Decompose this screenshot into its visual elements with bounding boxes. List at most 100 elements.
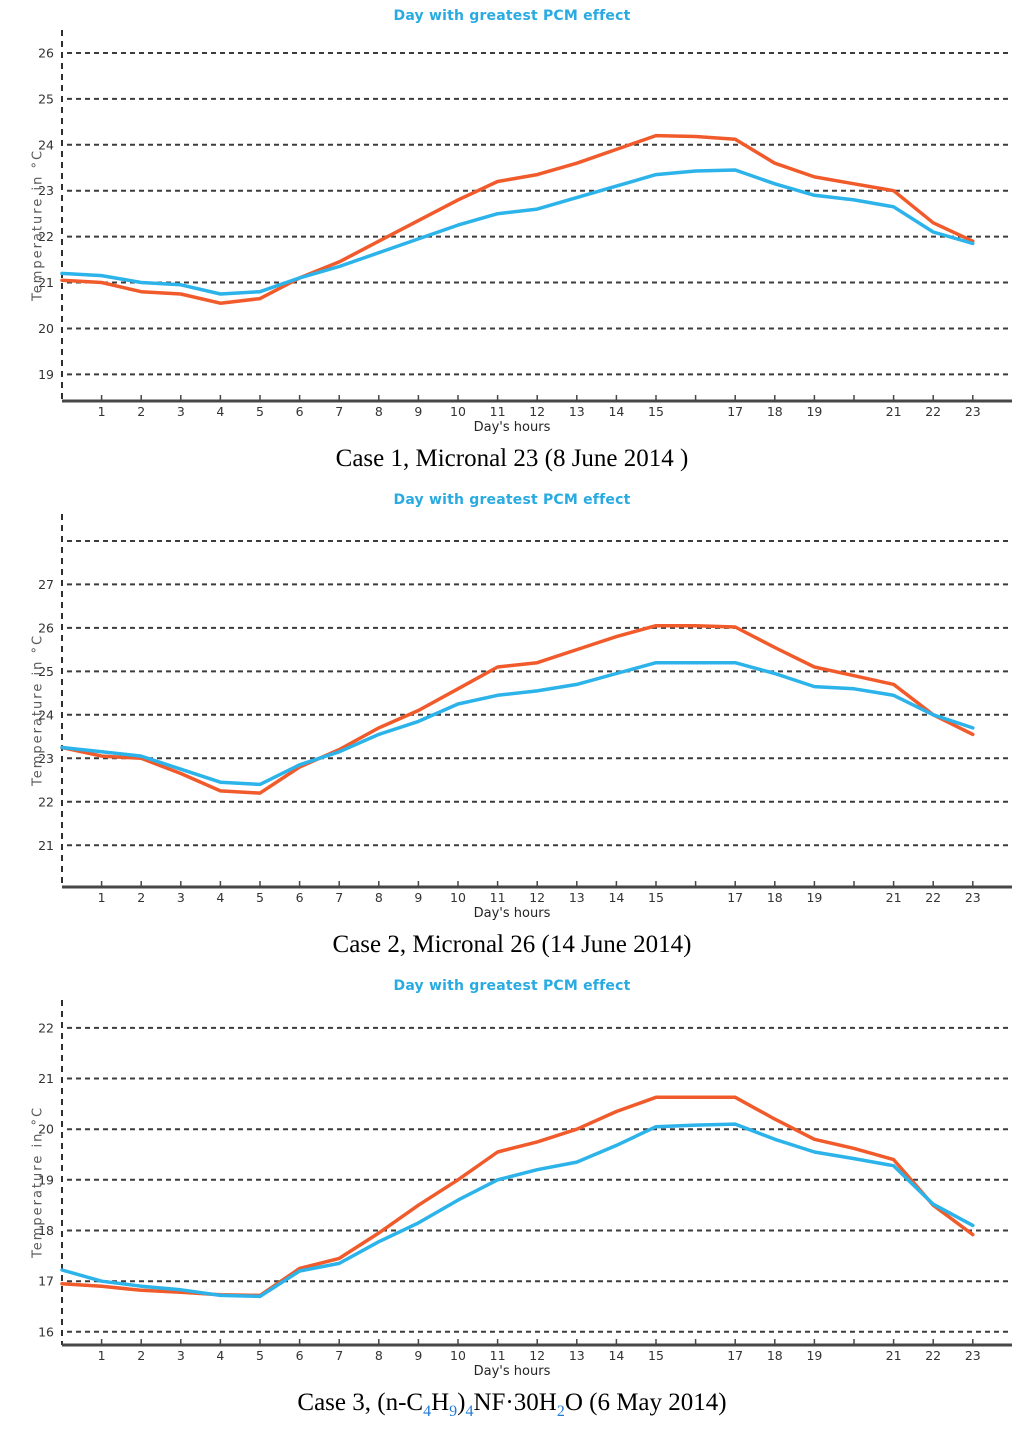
x-tick-label: 9	[414, 1348, 422, 1363]
x-tick-label: 19	[806, 1348, 822, 1363]
x-tick-label: 2	[137, 890, 145, 905]
x-tick-label: 7	[335, 1348, 343, 1363]
x-tick-label: 17	[727, 1348, 743, 1363]
y-tick-label: 24	[38, 707, 54, 722]
x-tick-label: 23	[965, 1348, 981, 1363]
y-tick-label: 22	[38, 1020, 54, 1035]
chart-caption: Case 2, Micronal 26 (14 June 2014)	[0, 930, 1024, 960]
x-tick-label: 13	[569, 404, 585, 419]
chart-section-case1: Day with greatest PCM effect Temperature…	[0, 6, 1024, 474]
series-line-orange	[60, 133, 975, 305]
x-tick-label: 5	[256, 1348, 264, 1363]
x-tick-label: 9	[414, 890, 422, 905]
caption-subscript: 4	[465, 1403, 474, 1420]
y-tick-label: 21	[38, 1071, 54, 1086]
x-tick-label: 21	[886, 404, 902, 419]
x-tick-label: 11	[490, 1348, 506, 1363]
y-axis-label: Temperature in °C	[30, 1105, 46, 1258]
caption-text: O (6 May 2014)	[564, 1389, 727, 1416]
x-tick-label: 13	[569, 1348, 585, 1363]
x-tick-label: 4	[216, 404, 224, 419]
x-tick-label: 6	[296, 1348, 304, 1363]
caption-text: )	[457, 1389, 466, 1416]
x-tick-label: 1	[98, 890, 106, 905]
caption-subscript: 4	[423, 1403, 432, 1420]
series-line-blue	[60, 168, 975, 296]
y-tick-label: 22	[38, 794, 54, 809]
y-tick-label: 26	[38, 620, 54, 635]
x-axis-label: Day's hours	[473, 420, 551, 435]
y-tick-label: 21	[38, 838, 54, 853]
y-axis-label: Temperature in °C	[30, 148, 46, 301]
y-tick-label: 23	[38, 751, 54, 766]
x-tick-label: 1	[98, 1348, 106, 1363]
x-tick-label: 7	[335, 404, 343, 419]
x-tick-label: 3	[177, 890, 185, 905]
x-tick-label: 23	[965, 890, 981, 905]
x-tick-label: 17	[727, 404, 743, 419]
y-tick-label: 19	[38, 367, 54, 382]
x-tick-label: 3	[177, 1348, 185, 1363]
chart-title: Day with greatest PCM effect	[393, 492, 631, 508]
x-tick-label: 22	[925, 1348, 941, 1363]
figure-page: Day with greatest PCM effect Temperature…	[0, 6, 1024, 1420]
x-tick-label: 4	[216, 1348, 224, 1363]
x-tick-label: 8	[375, 1348, 383, 1363]
x-tick-label: 18	[767, 890, 783, 905]
plot-wrap: Temperature in °C 21 22 23 24 25 26 27 1 2 3 4 5 6 7 8…	[5, 514, 1019, 905]
x-tick-label: 1	[98, 404, 106, 419]
x-tick-label: 19	[806, 404, 822, 419]
x-tick-label: 5	[256, 890, 264, 905]
caption-text: Case 3, (n-C	[297, 1389, 424, 1416]
x-tick-label: 12	[529, 890, 545, 905]
x-tick-label: 2	[137, 404, 145, 419]
x-tick-label: 14	[608, 890, 624, 905]
y-tick-label: 19	[38, 1172, 54, 1187]
x-tick-label: 22	[925, 890, 941, 905]
x-tick-label: 19	[806, 890, 822, 905]
chart-title: Day with greatest PCM effect	[393, 8, 631, 24]
x-tick-label: 6	[296, 890, 304, 905]
x-tick-label: 10	[450, 890, 466, 905]
x-tick-label: 12	[529, 404, 545, 419]
caption-text: Case 1, Micronal 23 (8 June 2014 )	[335, 445, 689, 472]
x-tick-label: 21	[886, 1348, 902, 1363]
caption-subscript: 9	[449, 1403, 458, 1420]
caption-text: Case 2, Micronal 26 (14 June 2014)	[332, 931, 692, 958]
y-tick-label: 20	[38, 321, 54, 336]
y-tick-label: 27	[38, 577, 54, 592]
x-tick-label: 18	[767, 404, 783, 419]
x-tick-label: 2	[137, 1348, 145, 1363]
chart-caption: Case 1, Micronal 23 (8 June 2014 )	[0, 444, 1024, 474]
y-tick-label: 18	[38, 1223, 54, 1238]
x-tick-label: 14	[608, 404, 624, 419]
series-line-orange	[60, 1095, 975, 1298]
x-axis-label: Day's hours	[473, 906, 551, 921]
x-tick-label: 10	[450, 1348, 466, 1363]
x-tick-label: 15	[648, 404, 664, 419]
x-tick-label: 8	[375, 404, 383, 419]
x-tick-label: 12	[529, 1348, 545, 1363]
x-tick-label: 21	[886, 890, 902, 905]
x-tick-label: 14	[608, 1348, 624, 1363]
chart-caption: Case 3, (n-C4H9)4NF·30H2O (6 May 2014)	[0, 1388, 1024, 1420]
series-line-blue	[60, 660, 975, 787]
x-tick-label: 15	[648, 890, 664, 905]
x-tick-label: 4	[216, 890, 224, 905]
y-tick-label: 22	[38, 229, 54, 244]
x-tick-label: 22	[925, 404, 941, 419]
y-tick-label: 26	[38, 46, 54, 61]
plot-wrap: Temperature in °C 16 17 18 19 20 21 22 1 2 3 4 5 6 7 8…	[5, 1000, 1019, 1363]
plot-wrap: Temperature in °C 19 20 21 22 23 24 25 26 1 2 3 4 5 6…	[5, 30, 1019, 419]
x-axis-label: Day's hours	[473, 1364, 551, 1379]
y-tick-label: 21	[38, 275, 54, 290]
y-axis-label: Temperature in °C	[30, 633, 46, 786]
x-tick-label: 11	[490, 890, 506, 905]
x-tick-label: 8	[375, 890, 383, 905]
x-tick-label: 18	[767, 1348, 783, 1363]
y-tick-label: 20	[38, 1122, 54, 1137]
x-tick-label: 7	[335, 890, 343, 905]
